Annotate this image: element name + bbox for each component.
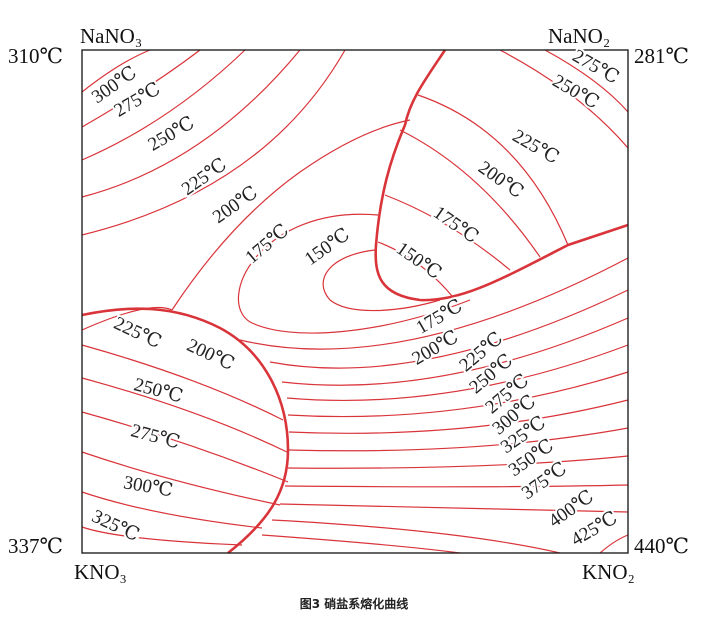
caption: 图3 硝盐系熔化曲线 [300,596,409,611]
frame [81,49,629,554]
isotherm-label: 325℃ [88,506,142,546]
isotherm-label: 200℃ [409,326,463,369]
corner-name: KNO₃ [74,560,127,584]
isotherms [81,49,629,554]
corner-temperature: 337℃ [8,534,63,558]
isotherm-label: 150℃ [392,238,445,284]
isotherm-label: 225℃ [509,125,563,168]
isotherm-label: 300℃ [122,472,175,501]
isotherm-label: 250℃ [132,374,186,407]
corner-temperature: 440℃ [634,534,689,558]
corner-name: NaNO₂ [548,24,610,48]
corner-temperature: 281℃ [634,44,689,68]
corner-name: KNO₂ [582,560,635,584]
isotherm-label: 200℃ [209,182,262,228]
isotherm-label: 225℃ [110,313,164,353]
isotherm-label: 175℃ [413,295,467,338]
isotherm-label: 200℃ [183,335,237,375]
isotherm-label: 175℃ [429,202,482,248]
phase-boundaries [81,49,629,555]
isotherm-label: 150℃ [301,224,354,270]
isotherm-label: 175℃ [241,220,293,268]
corner-name: NaNO₃ [80,24,142,48]
isotherm-label: 275℃ [129,420,183,453]
corner-temperature: 310℃ [8,44,63,68]
